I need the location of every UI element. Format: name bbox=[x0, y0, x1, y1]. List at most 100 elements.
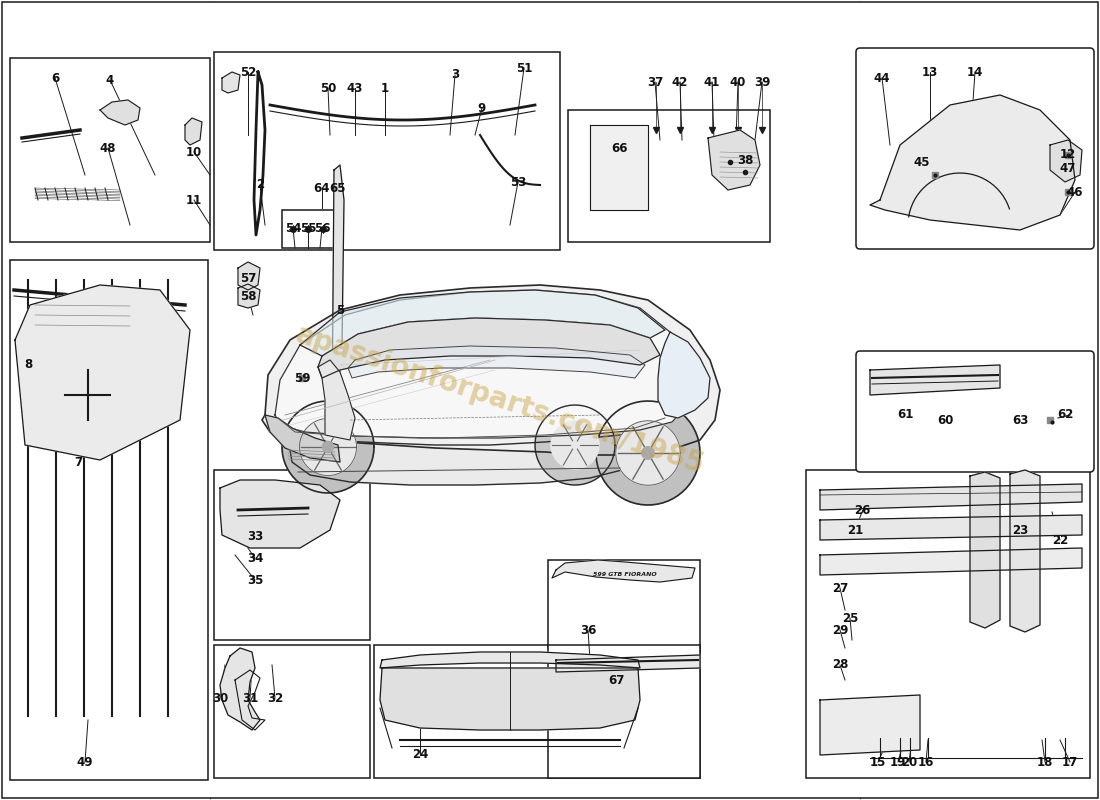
Bar bbox=[568, 110, 770, 242]
Text: 27: 27 bbox=[832, 582, 848, 594]
Polygon shape bbox=[641, 446, 654, 459]
Polygon shape bbox=[220, 480, 340, 548]
Polygon shape bbox=[379, 652, 640, 668]
Text: 65: 65 bbox=[330, 182, 346, 194]
Text: 25: 25 bbox=[842, 611, 858, 625]
Text: 44: 44 bbox=[873, 71, 890, 85]
Bar bbox=[10, 58, 210, 242]
Text: 39: 39 bbox=[754, 75, 770, 89]
Text: 22: 22 bbox=[1052, 534, 1068, 546]
Polygon shape bbox=[299, 418, 356, 475]
FancyBboxPatch shape bbox=[856, 48, 1094, 249]
Text: 32: 32 bbox=[267, 691, 283, 705]
Text: 31: 31 bbox=[242, 691, 258, 705]
Polygon shape bbox=[708, 130, 760, 190]
Polygon shape bbox=[820, 695, 920, 755]
Polygon shape bbox=[262, 285, 720, 455]
Polygon shape bbox=[870, 95, 1075, 230]
Text: 53: 53 bbox=[509, 175, 526, 189]
Text: 34: 34 bbox=[246, 551, 263, 565]
Text: 67: 67 bbox=[608, 674, 624, 686]
Text: 48: 48 bbox=[100, 142, 117, 154]
Text: 30: 30 bbox=[212, 691, 228, 705]
Text: 58: 58 bbox=[240, 290, 256, 302]
Text: 7: 7 bbox=[74, 455, 82, 469]
Text: 28: 28 bbox=[832, 658, 848, 671]
Text: 55: 55 bbox=[299, 222, 317, 234]
Bar bbox=[548, 645, 700, 778]
Text: 41: 41 bbox=[704, 75, 720, 89]
Text: 20: 20 bbox=[901, 755, 917, 769]
Text: 12: 12 bbox=[1060, 149, 1076, 162]
Polygon shape bbox=[556, 655, 700, 672]
Text: 47: 47 bbox=[1059, 162, 1076, 174]
Polygon shape bbox=[970, 472, 1000, 628]
Polygon shape bbox=[275, 290, 690, 438]
Polygon shape bbox=[15, 285, 190, 460]
Polygon shape bbox=[222, 72, 240, 93]
Text: 57: 57 bbox=[240, 271, 256, 285]
Text: apassionforparts.com/1985: apassionforparts.com/1985 bbox=[292, 321, 708, 479]
Polygon shape bbox=[265, 415, 340, 462]
Text: 9: 9 bbox=[477, 102, 486, 114]
Text: 60: 60 bbox=[937, 414, 954, 426]
Text: 23: 23 bbox=[1012, 523, 1028, 537]
Text: 33: 33 bbox=[246, 530, 263, 542]
Text: 599 GTB FIORANO: 599 GTB FIORANO bbox=[593, 573, 657, 578]
Bar bbox=[374, 645, 700, 778]
Polygon shape bbox=[318, 318, 660, 378]
Text: 52: 52 bbox=[240, 66, 256, 78]
Bar bbox=[214, 52, 560, 250]
Text: 49: 49 bbox=[77, 755, 94, 769]
Polygon shape bbox=[332, 165, 344, 430]
Text: 8: 8 bbox=[24, 358, 32, 371]
Text: 37: 37 bbox=[647, 75, 663, 89]
Polygon shape bbox=[820, 484, 1082, 510]
Text: 1: 1 bbox=[381, 82, 389, 94]
Polygon shape bbox=[300, 290, 666, 356]
Text: 61: 61 bbox=[896, 409, 913, 422]
Polygon shape bbox=[820, 548, 1082, 575]
Text: 51: 51 bbox=[516, 62, 532, 74]
Bar bbox=[214, 470, 370, 640]
Text: 64: 64 bbox=[314, 182, 330, 194]
Text: 6: 6 bbox=[51, 71, 59, 85]
Polygon shape bbox=[535, 405, 615, 485]
Text: 16: 16 bbox=[917, 755, 934, 769]
Polygon shape bbox=[379, 668, 640, 730]
Polygon shape bbox=[1050, 140, 1082, 182]
Polygon shape bbox=[348, 346, 645, 378]
Text: 14: 14 bbox=[967, 66, 983, 78]
Text: 18: 18 bbox=[1037, 755, 1053, 769]
Polygon shape bbox=[322, 442, 333, 453]
Polygon shape bbox=[290, 433, 660, 485]
Polygon shape bbox=[870, 365, 1000, 395]
Text: 11: 11 bbox=[186, 194, 202, 206]
Polygon shape bbox=[318, 360, 355, 440]
Text: 66: 66 bbox=[612, 142, 628, 154]
Text: 56: 56 bbox=[314, 222, 330, 234]
Text: 46: 46 bbox=[1067, 186, 1084, 198]
Polygon shape bbox=[616, 421, 680, 486]
Polygon shape bbox=[238, 284, 260, 308]
Text: 63: 63 bbox=[1012, 414, 1028, 426]
Polygon shape bbox=[820, 515, 1082, 540]
Polygon shape bbox=[100, 100, 140, 125]
Polygon shape bbox=[590, 125, 648, 210]
Text: 17: 17 bbox=[1062, 755, 1078, 769]
Text: 19: 19 bbox=[890, 755, 906, 769]
Text: 21: 21 bbox=[847, 523, 864, 537]
Polygon shape bbox=[282, 401, 374, 493]
Polygon shape bbox=[552, 560, 695, 582]
Text: 29: 29 bbox=[832, 623, 848, 637]
Text: 54: 54 bbox=[285, 222, 301, 234]
Text: 59: 59 bbox=[294, 371, 310, 385]
Polygon shape bbox=[658, 332, 710, 418]
Text: 38: 38 bbox=[737, 154, 754, 166]
Text: 4: 4 bbox=[106, 74, 114, 86]
Text: 10: 10 bbox=[186, 146, 202, 158]
Polygon shape bbox=[596, 401, 700, 505]
Polygon shape bbox=[185, 118, 202, 145]
Text: 50: 50 bbox=[320, 82, 337, 94]
Text: 42: 42 bbox=[672, 75, 689, 89]
